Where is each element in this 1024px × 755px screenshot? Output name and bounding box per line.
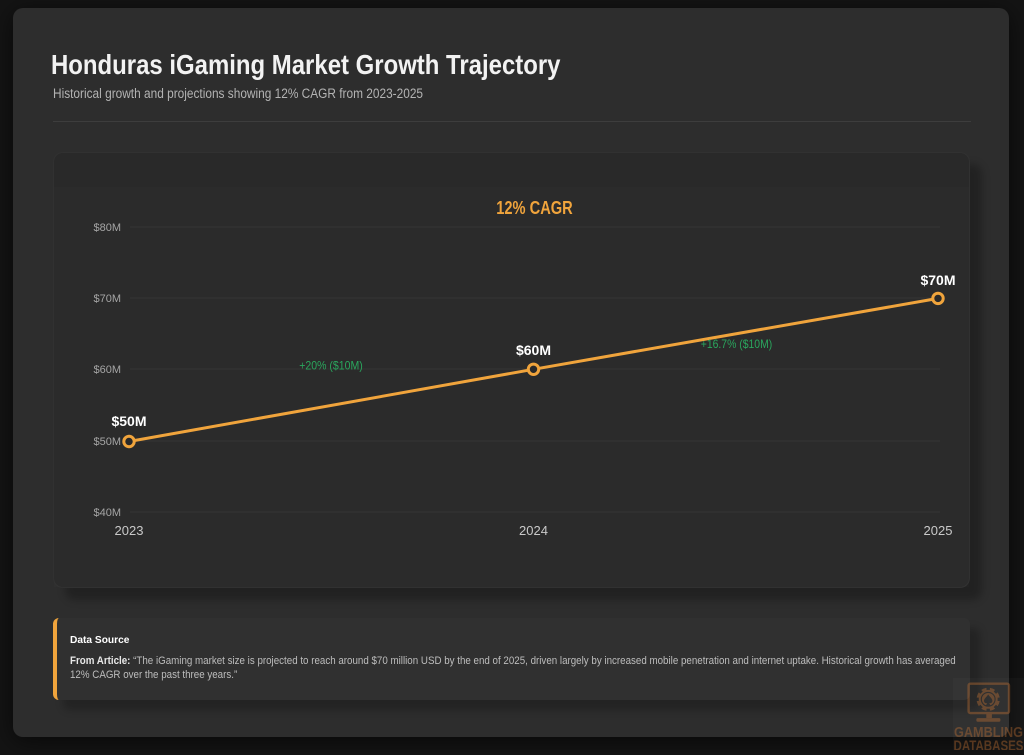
svg-text:$70M: $70M [93,293,121,305]
svg-text:GAMBLING: GAMBLING [954,725,1023,741]
svg-text:$70M: $70M [920,272,955,288]
svg-text:$80M: $80M [93,222,121,234]
svg-text:$60M: $60M [93,364,121,376]
svg-text:$60M: $60M [516,342,551,358]
svg-text:$50M: $50M [111,413,146,429]
svg-text:2023: 2023 [115,523,144,538]
svg-text:+20% ($10M): +20% ($10M) [299,359,363,373]
svg-text:$50M: $50M [93,436,121,448]
svg-text:2024: 2024 [519,523,548,538]
svg-text:12% CAGR: 12% CAGR [496,198,573,218]
svg-text:$40M: $40M [93,507,121,519]
svg-text:DATABASES: DATABASES [954,739,1024,751]
svg-text:2025: 2025 [924,523,953,538]
svg-text:+16.7% ($10M): +16.7% ($10M) [701,337,773,351]
